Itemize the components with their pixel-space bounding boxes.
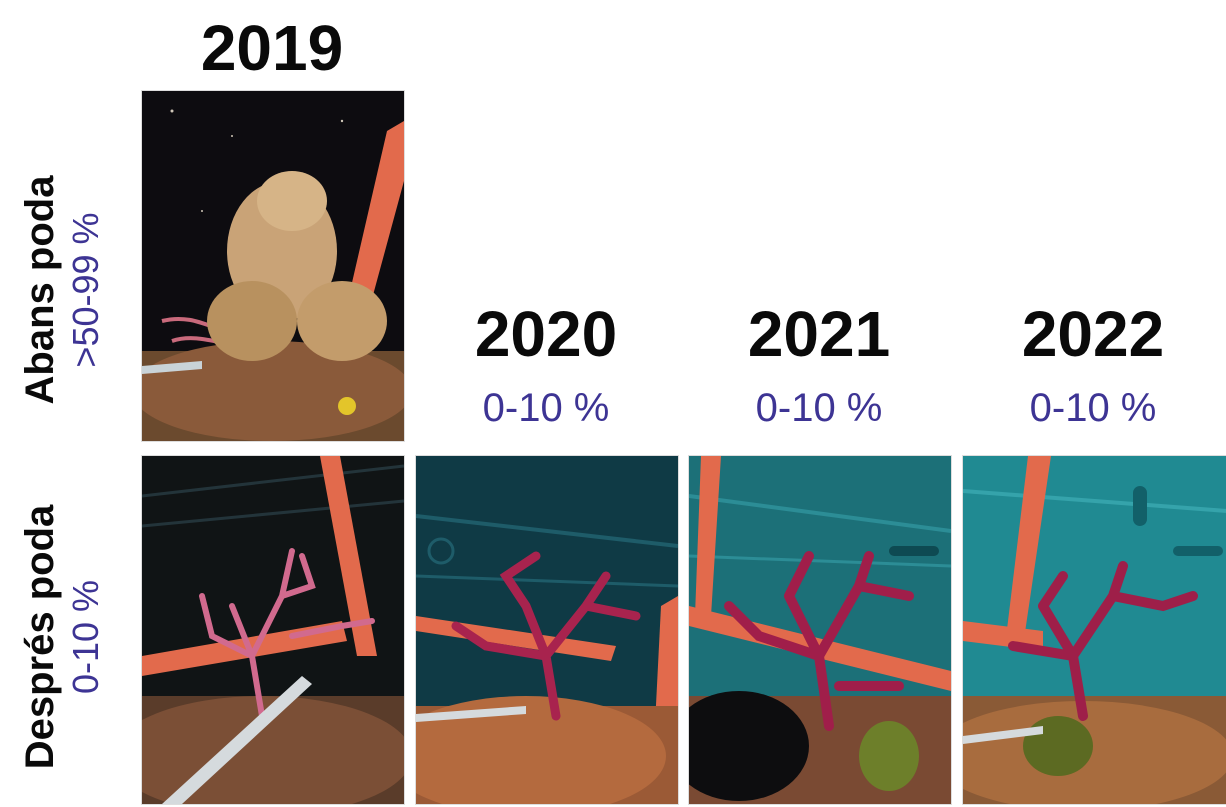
row-label-abans-title: Abans poda: [18, 175, 62, 405]
photo-2022-despres-poda: [962, 455, 1226, 805]
year-header-2022: 2022: [1021, 298, 1165, 370]
photo-2021-despres-poda: [688, 455, 952, 805]
photo-2020-despres-poda: [415, 455, 679, 805]
photo-2019-despres-poda: [141, 455, 405, 805]
row-label-despres-title: Després poda: [18, 504, 62, 770]
photo-2019-abans-poda: [141, 90, 405, 442]
percent-label-2020: 0-10 %: [482, 386, 610, 430]
year-header-2021: 2021: [747, 298, 891, 370]
percent-label-2022: 0-10 %: [1029, 386, 1157, 430]
percent-label-2021: 0-10 %: [755, 386, 883, 430]
year-header-2020: 2020: [474, 298, 618, 370]
year-header-2019: 2019: [200, 12, 344, 84]
row-label-despres-percent: 0-10 %: [65, 579, 106, 695]
row-label-abans: Abans poda >50-99 %: [18, 140, 120, 440]
row-label-abans-percent: >50-99 %: [65, 212, 106, 368]
row-label-despres: Després poda 0-10 %: [18, 467, 120, 807]
